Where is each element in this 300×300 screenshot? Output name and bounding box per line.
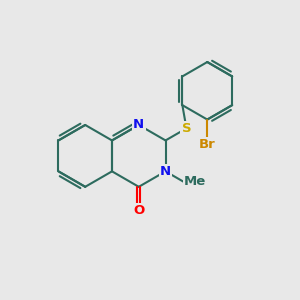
Text: N: N — [160, 165, 171, 178]
Text: O: O — [133, 204, 144, 217]
Text: N: N — [133, 118, 144, 131]
Text: Me: Me — [184, 176, 206, 188]
Text: Br: Br — [199, 138, 216, 151]
Text: S: S — [182, 122, 191, 135]
